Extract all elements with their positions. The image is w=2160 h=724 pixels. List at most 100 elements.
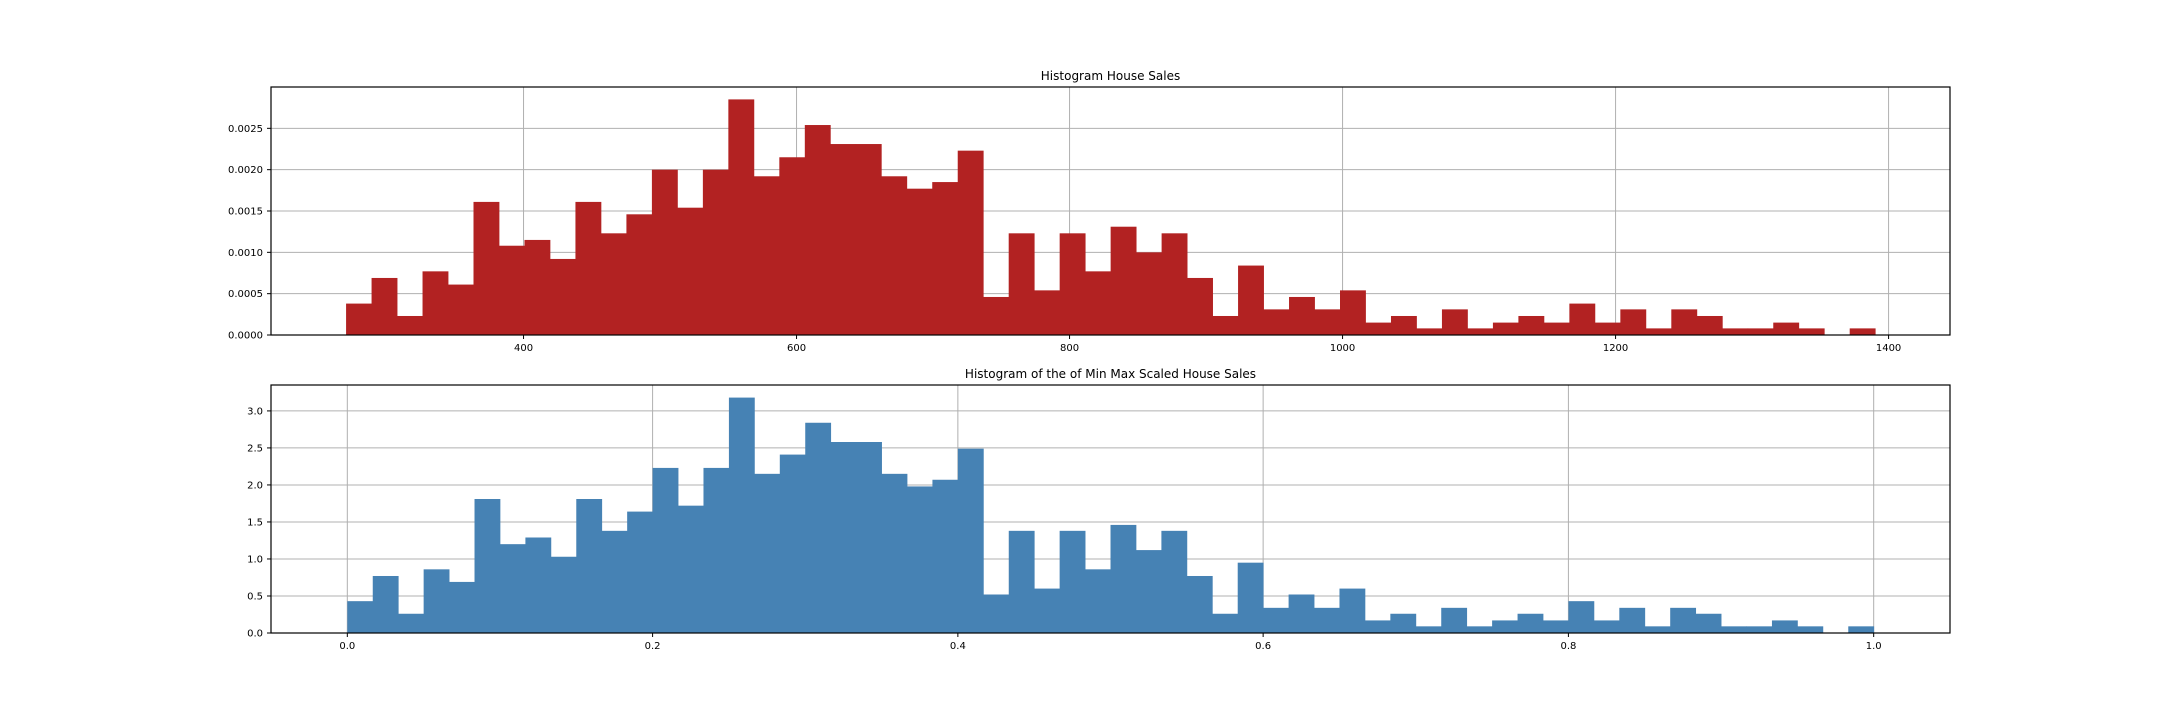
histogram-bar	[1161, 530, 1188, 633]
histogram-bar	[448, 284, 474, 335]
histogram-bar	[1136, 252, 1163, 335]
histogram-bar	[1187, 277, 1213, 335]
histogram-bar	[728, 397, 755, 633]
histogram-bar	[1161, 233, 1188, 335]
histogram-bar	[423, 569, 450, 633]
histogram-bar	[1085, 569, 1111, 633]
y-tick-label: 1.0	[247, 554, 263, 565]
histogram-bar	[1849, 328, 1876, 335]
histogram-bar	[651, 169, 678, 335]
histogram-bar	[1747, 328, 1774, 335]
x-tick-label: 0.0	[339, 641, 355, 652]
histogram-bar	[626, 214, 653, 335]
histogram-bar	[1798, 328, 1825, 335]
y-tick-label: 3.0	[247, 406, 263, 417]
histogram-bar	[1773, 322, 1800, 335]
y-tick-label: 0.0005	[228, 289, 263, 300]
histogram-bar	[372, 575, 399, 633]
histogram-bar	[855, 144, 882, 335]
chart-title: Histogram House Sales	[1041, 69, 1180, 83]
histogram-bar	[1415, 626, 1442, 633]
histogram-bar	[1059, 233, 1086, 335]
histogram-bar	[1263, 607, 1289, 633]
histogram-bar	[779, 454, 806, 633]
y-tick-label: 0.0010	[228, 248, 263, 259]
histogram-bar	[932, 479, 959, 633]
histogram-bar	[1008, 233, 1035, 335]
histogram-bar	[805, 422, 832, 633]
histogram-bar	[906, 188, 933, 335]
histogram-bar	[549, 258, 576, 335]
histogram-bar	[499, 544, 526, 633]
histogram-bar	[397, 315, 423, 335]
y-tick-label: 0.0015	[228, 207, 263, 218]
histogram-bar	[473, 201, 500, 335]
histogram-bar	[1492, 620, 1518, 633]
histogram-bar	[830, 442, 857, 633]
histogram-bar	[1517, 613, 1544, 633]
histogram-bar	[1110, 524, 1137, 633]
histogram-bar	[1644, 626, 1671, 633]
histogram-bar	[1746, 626, 1773, 633]
y-tick-label: 2.0	[247, 480, 263, 491]
histogram-bar	[449, 581, 475, 633]
histogram-bar	[1339, 588, 1366, 633]
histogram-bar	[422, 271, 449, 335]
histogram-bar	[627, 511, 653, 633]
histogram-bar	[881, 176, 908, 335]
histogram-bar	[856, 442, 882, 633]
histogram-bar	[1441, 309, 1468, 335]
histogram-bar	[576, 499, 603, 633]
histogram-bar	[1263, 309, 1290, 335]
histogram-bar	[702, 169, 729, 335]
histogram-bar	[347, 601, 374, 633]
histogram-bar	[983, 296, 1010, 335]
histogram-bar	[881, 473, 908, 633]
histogram-bar	[983, 594, 1010, 633]
histogram-bar	[1594, 322, 1621, 335]
x-tick-label: 0.8	[1560, 641, 1576, 652]
histogram-bar	[1721, 626, 1747, 633]
y-tick-label: 0.0	[247, 629, 263, 640]
y-tick-label: 0.0000	[228, 331, 263, 342]
histogram-bar	[1186, 575, 1213, 633]
histogram-bar	[371, 277, 398, 335]
histogram-bar	[1237, 562, 1264, 633]
histogram-bar	[1848, 626, 1875, 633]
x-tick-label: 1200	[1603, 343, 1628, 354]
histogram-bar	[1671, 309, 1698, 335]
histogram-bar	[652, 467, 679, 633]
histogram-bar	[1518, 315, 1545, 335]
histogram-bar	[1695, 613, 1722, 633]
y-tick-label: 0.0025	[228, 124, 263, 135]
x-tick-label: 400	[514, 343, 533, 354]
histogram-bar	[1135, 550, 1162, 633]
histogram-bar	[957, 150, 984, 335]
histogram-bar	[1416, 328, 1443, 335]
axes-frame	[270, 384, 1951, 634]
x-tick-label: 0.2	[645, 641, 661, 652]
histogram-bar	[1568, 601, 1595, 633]
histogram-bar	[398, 613, 425, 633]
x-tick-label: 600	[787, 343, 806, 354]
histogram-bars	[347, 397, 1875, 633]
histogram-bar	[1467, 328, 1494, 335]
histogram-bar	[1008, 530, 1035, 633]
histogram-bar	[906, 486, 933, 633]
y-axis: 0.0000 0.0005 0.0010 0.0015 0.0020 0.0025	[228, 124, 271, 342]
histogram-bar	[550, 556, 577, 633]
histogram-bar	[754, 473, 781, 633]
y-axis: 0.0 0.5 1.0 1.5 2.0 2.5 3.0	[247, 406, 271, 640]
histogram-bar	[1492, 322, 1519, 335]
histogram-bar	[932, 182, 959, 335]
histogram-bar	[1289, 296, 1315, 335]
histogram-bar	[1238, 265, 1264, 335]
histogram-bar	[678, 505, 704, 633]
house-sales-histogram-panel: 400 600 800 1000 1200 14000.00000.00050.00100…	[228, 69, 1951, 354]
histogram-bar	[1670, 607, 1697, 633]
histogram-bar	[1722, 328, 1749, 335]
x-axis: 400 600 800 1000 1200 1400	[514, 335, 1901, 354]
histogram-bar	[1645, 328, 1672, 335]
histogram-bar	[575, 201, 602, 335]
